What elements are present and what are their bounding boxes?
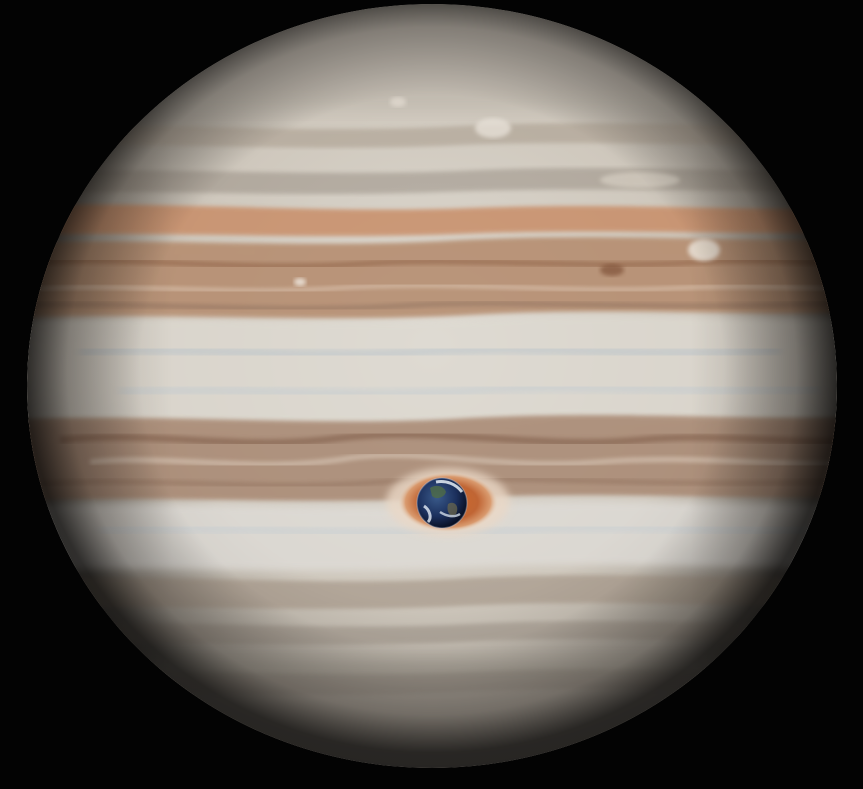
jupiter-limb-darkening	[27, 4, 837, 768]
earth	[416, 477, 468, 529]
